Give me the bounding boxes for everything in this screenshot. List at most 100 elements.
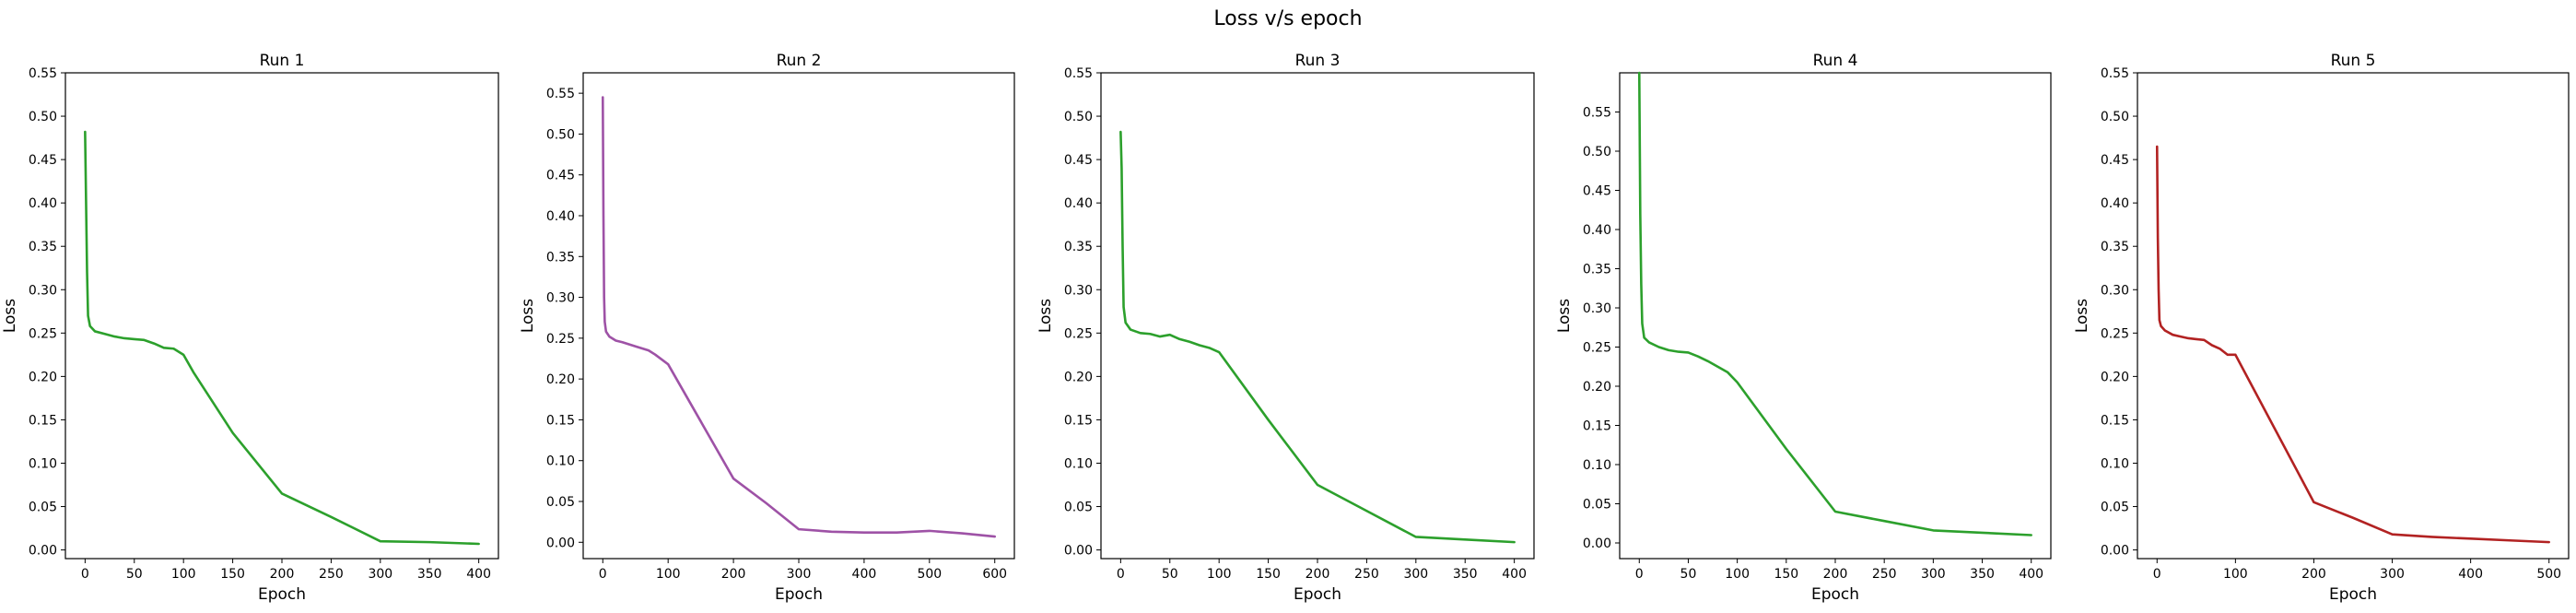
- y-tick-label: 0.45: [29, 153, 57, 168]
- y-tick-label: 0.35: [2101, 240, 2129, 254]
- y-tick-label: 0.40: [546, 209, 575, 224]
- y-axis-label: Loss: [1, 299, 19, 333]
- y-tick-label: 0.30: [29, 283, 57, 298]
- x-tick-label: 0: [1635, 567, 1644, 582]
- y-tick-label: 0.35: [1064, 240, 1093, 254]
- x-tick-label: 350: [1453, 567, 1478, 582]
- x-tick-label: 200: [721, 567, 746, 582]
- plot-frame: [582, 72, 1015, 560]
- x-tick-label: 100: [1725, 567, 1750, 582]
- x-tick-label: 500: [2536, 567, 2561, 582]
- x-tick-label: 150: [1256, 567, 1281, 582]
- x-tick-label: 200: [1823, 567, 1848, 582]
- x-tick-label: 0: [2153, 567, 2161, 582]
- y-tick-label: 0.10: [29, 456, 57, 471]
- y-tick-label: 0.30: [546, 291, 575, 306]
- loss-series-line: [84, 130, 480, 546]
- x-tick-label: 200: [2301, 567, 2326, 582]
- y-tick-label: 0.15: [1583, 419, 1611, 434]
- x-tick-label: 600: [982, 567, 1007, 582]
- x-tick-label: 0: [1117, 567, 1125, 582]
- x-tick-label: 300: [368, 567, 392, 582]
- x-tick-label: 300: [1403, 567, 1428, 582]
- y-tick-label: 0.20: [2101, 370, 2129, 384]
- panels-container: Run 1 0 50 100 150 200 250 300 350 400 0.00 0.05 0.1…: [1, 52, 2570, 604]
- plot-frame: [64, 72, 499, 560]
- y-tick-label: 0.10: [2101, 456, 2129, 471]
- x-tick-label: 250: [1354, 567, 1379, 582]
- y-tick-label: 0.30: [1583, 301, 1611, 316]
- x-tick-label: 400: [2458, 567, 2483, 582]
- y-tick-label: 0.15: [29, 413, 57, 428]
- x-tick-label: 300: [787, 567, 812, 582]
- x-tick-label: 500: [917, 567, 942, 582]
- loss-series-line: [1119, 130, 1516, 544]
- y-axis-label: Loss: [2073, 299, 2091, 333]
- x-tick-label: 400: [466, 567, 491, 582]
- x-tick-label: 350: [417, 567, 442, 582]
- x-tick-label: 100: [171, 567, 196, 582]
- y-tick-label: 0.40: [1583, 223, 1611, 238]
- y-tick-label: 0.00: [2101, 544, 2129, 559]
- y-tick-label: 0.30: [1064, 283, 1093, 298]
- subplot-run-1: Run 1 0 50 100 150 200 250 300 350 400 0.00 0.05 0.1…: [1, 52, 499, 604]
- y-tick-label: 0.15: [546, 413, 575, 428]
- subplot-title: Run 2: [777, 52, 822, 70]
- x-axis-label: Epoch: [775, 585, 823, 604]
- x-tick-label: 150: [220, 567, 245, 582]
- y-tick-label: 0.05: [546, 495, 575, 510]
- y-tick-label: 0.10: [1064, 456, 1093, 471]
- y-tick-label: 0.50: [1064, 110, 1093, 124]
- figure-suptitle: Loss v/s epoch: [1213, 7, 1362, 30]
- subplot-title: Run 3: [1295, 52, 1341, 70]
- y-tick-label: 0.25: [1583, 341, 1611, 356]
- y-tick-label: 0.45: [2101, 153, 2129, 168]
- loss-series-line: [1637, 71, 2033, 536]
- y-tick-label: 0.50: [1583, 145, 1611, 159]
- x-tick-label: 0: [599, 567, 607, 582]
- y-tick-label: 0.50: [546, 127, 575, 142]
- y-tick-label: 0.00: [1064, 544, 1093, 559]
- x-tick-label: 200: [270, 567, 295, 582]
- y-tick-label: 0.15: [1064, 413, 1093, 428]
- loss-series-line: [601, 96, 997, 538]
- y-axis-label: Loss: [519, 299, 537, 333]
- y-tick-label: 0.25: [1064, 326, 1093, 341]
- y-tick-label: 0.55: [1583, 106, 1611, 121]
- x-tick-label: 250: [319, 567, 344, 582]
- y-tick-label: 0.20: [1583, 380, 1611, 395]
- y-axis-label: Loss: [1555, 299, 1574, 333]
- subplot-run-3: Run 3 0 50 100 150 200 250 300 350 400 0.00 0.05 0.1…: [1036, 52, 1535, 604]
- x-tick-label: 250: [1872, 567, 1897, 582]
- x-axis-label: Epoch: [2329, 585, 2377, 604]
- y-tick-label: 0.10: [1583, 458, 1611, 473]
- y-tick-label: 0.20: [546, 372, 575, 387]
- y-tick-label: 0.00: [1583, 536, 1611, 551]
- y-tick-label: 0.35: [1583, 263, 1611, 277]
- subplot-run-4: Run 4 0 50 100 150 200 250 300 350 400 0.00 0.05 0.1…: [1555, 52, 2052, 604]
- y-tick-label: 0.25: [2101, 326, 2129, 341]
- y-tick-label: 0.50: [2101, 110, 2129, 124]
- x-tick-label: 400: [1502, 567, 1527, 582]
- x-tick-label: 350: [1970, 567, 1995, 582]
- y-tick-label: 0.45: [1583, 184, 1611, 199]
- x-tick-label: 200: [1306, 567, 1330, 582]
- y-tick-label: 0.50: [29, 110, 57, 124]
- x-tick-label: 300: [1921, 567, 1946, 582]
- y-tick-label: 0.05: [29, 501, 57, 515]
- x-tick-label: 50: [126, 567, 143, 582]
- y-tick-label: 0.15: [2101, 413, 2129, 428]
- y-axis-label: Loss: [1036, 299, 1055, 333]
- x-tick-label: 100: [656, 567, 681, 582]
- x-tick-label: 100: [2223, 567, 2248, 582]
- y-tick-label: 0.20: [1064, 370, 1093, 384]
- y-tick-label: 0.55: [1064, 66, 1093, 81]
- x-axis-label: Epoch: [258, 585, 306, 604]
- y-tick-label: 0.05: [1064, 501, 1093, 515]
- y-tick-label: 0.05: [2101, 501, 2129, 515]
- x-tick-label: 400: [2019, 567, 2043, 582]
- y-tick-label: 0.40: [29, 196, 57, 211]
- y-tick-label: 0.25: [546, 332, 575, 347]
- y-tick-label: 0.30: [2101, 283, 2129, 298]
